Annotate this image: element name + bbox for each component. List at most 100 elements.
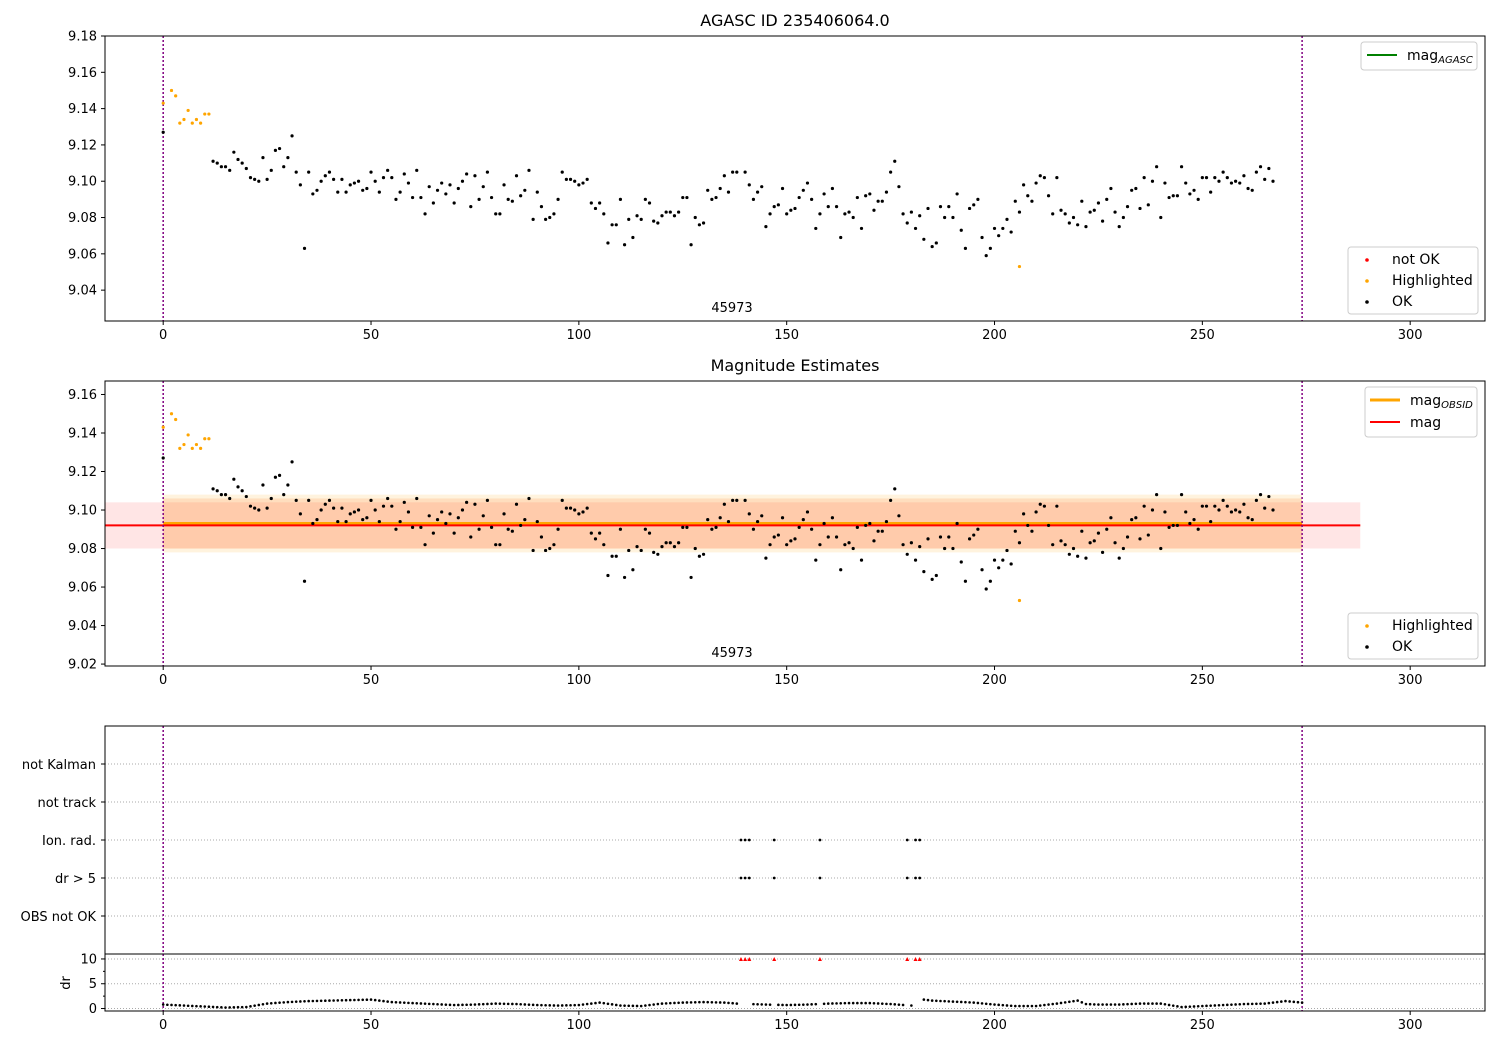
ok-point — [751, 197, 756, 201]
dr-point — [1242, 1002, 1246, 1006]
ok-point — [834, 535, 839, 539]
ok-point — [1026, 194, 1030, 198]
x-tick-label: 100 — [566, 328, 591, 343]
ok-point — [618, 527, 623, 531]
ok-point — [1209, 190, 1213, 194]
ok-point — [1196, 527, 1200, 531]
dr-point — [1159, 1002, 1163, 1005]
dr-point — [199, 1005, 202, 1008]
dr-point — [1080, 1001, 1084, 1004]
flag-point — [739, 838, 743, 842]
ok-point — [485, 170, 490, 174]
dr-point — [785, 1003, 788, 1007]
dr-point — [885, 1002, 888, 1006]
dr-point — [714, 1001, 718, 1004]
dr-point — [760, 1003, 764, 1006]
ok-point — [1138, 537, 1142, 541]
ok-point — [1105, 197, 1109, 201]
ok-point — [909, 210, 913, 214]
ok-point — [793, 206, 797, 211]
highlighted-point — [174, 417, 178, 422]
dr-point — [257, 1003, 261, 1007]
ok-point — [277, 146, 282, 151]
x-tick-label: 150 — [774, 673, 799, 688]
ok-point — [897, 514, 901, 518]
ok-point — [618, 197, 623, 201]
y-tick-label: 9.02 — [68, 658, 97, 673]
ok-point — [460, 179, 465, 183]
ok-point — [893, 487, 897, 491]
dr-point — [494, 1002, 498, 1005]
ok-point — [810, 527, 814, 531]
x-tick-label: 250 — [1190, 328, 1215, 343]
ok-point — [1055, 504, 1059, 508]
ok-point — [880, 199, 884, 203]
ok-point — [780, 186, 785, 191]
ok-point — [706, 518, 710, 522]
ok-point — [398, 519, 402, 524]
ok-point — [1213, 504, 1217, 508]
highlighted-point — [199, 446, 203, 450]
dr-point — [797, 1003, 801, 1007]
ok-point — [847, 210, 851, 214]
ok-point — [236, 157, 240, 162]
panel-magnitude-estimates: Magnitude Estimates 0 50 100 150 200 250 300 9… — [68, 356, 1486, 688]
ok-point — [1121, 546, 1125, 551]
y-tick-label: 9.12 — [68, 138, 97, 153]
ok-point — [814, 558, 818, 562]
ok-point — [1188, 521, 1192, 526]
dr-point — [1155, 1002, 1158, 1005]
ok-point — [789, 208, 793, 212]
y-tick-label: 0 — [89, 1002, 97, 1017]
ok-point — [697, 223, 701, 227]
ok-point — [1146, 533, 1150, 537]
ok-point — [1130, 518, 1134, 522]
ok-point — [598, 531, 602, 535]
ok-point — [1238, 510, 1242, 514]
ok-point — [710, 197, 714, 201]
ok-point — [244, 494, 248, 499]
ok-point — [531, 217, 535, 221]
legend-mag: mag — [1410, 415, 1441, 431]
dr-point — [253, 1004, 256, 1007]
dr-point — [847, 1001, 851, 1005]
dr-point — [531, 1003, 535, 1007]
ok-point — [1184, 181, 1188, 185]
ok-point — [465, 500, 469, 504]
ok-point — [834, 205, 839, 209]
dr-point — [901, 1003, 905, 1007]
ok-point — [805, 181, 810, 185]
ok-point — [1142, 504, 1146, 508]
dr-clipped-marker — [743, 956, 748, 961]
ok-point — [568, 506, 573, 510]
ok-point — [972, 203, 976, 207]
ok-point — [1055, 175, 1059, 180]
ok-point — [1138, 206, 1142, 211]
ok-point — [593, 537, 598, 541]
dr-point — [976, 1001, 980, 1005]
dr-point — [777, 1003, 780, 1007]
ok-point — [714, 525, 718, 529]
ok-point — [922, 570, 926, 574]
panel-magnitude-estimates-plot — [105, 381, 1361, 666]
ok-point — [955, 521, 959, 526]
x-tick-label: 0 — [159, 1018, 167, 1033]
ok-point — [510, 529, 514, 533]
x-tick-label: 150 — [774, 328, 799, 343]
ok-point — [876, 199, 880, 203]
dr-point — [535, 1003, 539, 1007]
y-tick-label: 9.08 — [68, 211, 97, 226]
legend-not-ok: not OK — [1392, 252, 1440, 268]
ok-point — [560, 498, 564, 502]
ok-point — [814, 226, 818, 231]
dr-point — [398, 1001, 402, 1004]
dr-point — [469, 1003, 473, 1006]
ok-point — [701, 552, 706, 556]
highlighted-point — [190, 446, 194, 450]
ok-point — [477, 527, 481, 531]
dr-point — [581, 1003, 585, 1006]
ok-point — [211, 487, 215, 491]
ok-point — [701, 221, 706, 225]
dr-point — [764, 1003, 768, 1006]
highlighted-point — [203, 112, 207, 116]
